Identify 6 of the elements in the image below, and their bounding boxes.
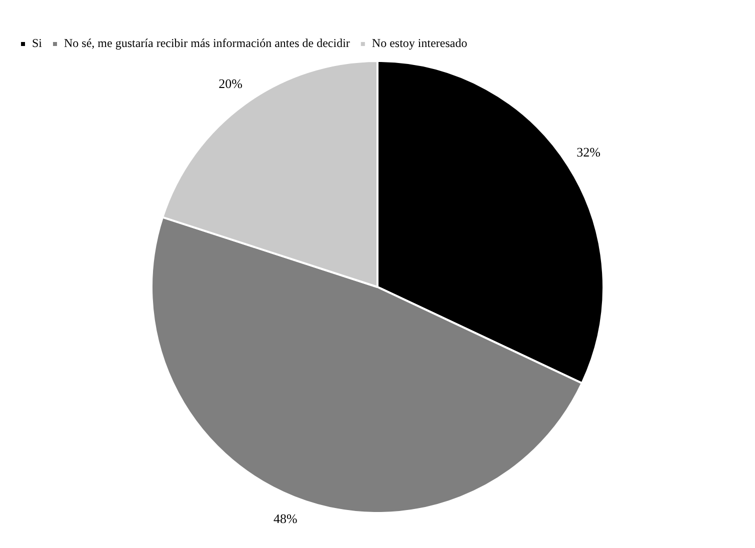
data-label: 32% (576, 144, 601, 160)
data-label: 48% (274, 510, 298, 526)
legend-label: Si (32, 36, 43, 50)
legend-label: No estoy interesado (372, 36, 468, 50)
legend-label: No sé, me gustaría recibir más información antes de decidir (64, 36, 350, 50)
data-label: 20% (218, 76, 243, 92)
